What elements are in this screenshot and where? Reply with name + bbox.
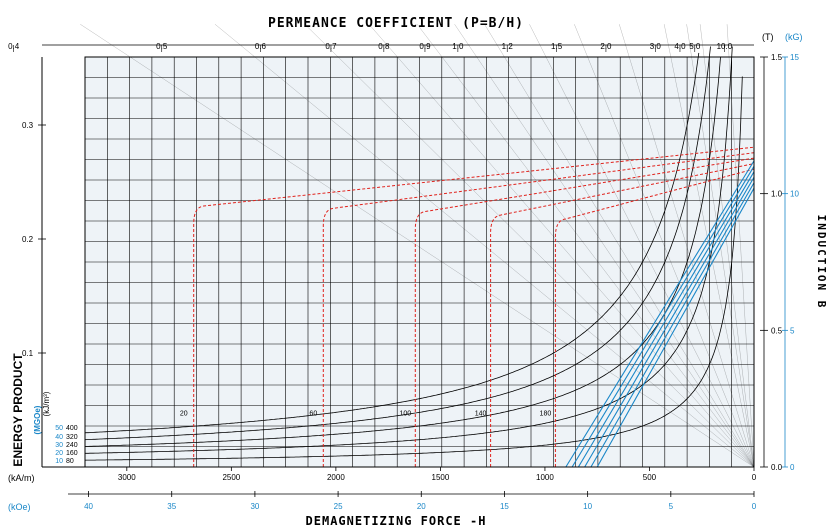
red-curve-label: 140 [475,410,487,417]
energy-tick-label: 0.2 [22,235,34,244]
energy-product-curves [84,46,743,461]
energy-legend-mgoe: 20 [55,450,63,457]
red-demag-curve [193,146,755,467]
b-tick-label-tesla: 1.0 [771,190,783,199]
energy-product-curve [84,76,743,461]
energy-tick-label: 0.3 [22,121,34,130]
energy-legend-mgoe: 50 [55,425,63,432]
b-tick-label-tesla: 0.5 [771,326,783,335]
energy-legend-kj: 80 [66,458,74,465]
permeance-line [484,24,755,468]
permeance-line [529,24,755,468]
permeance-line [368,24,755,468]
h-tick-label-kam: 2000 [327,473,345,482]
b-tick-label-kilogauss: 0 [790,463,795,472]
energy-axis-title: ENERGY PRODUCT [11,353,25,467]
h-tick-label-kam: 2500 [222,473,240,482]
energy-legend-kj: 160 [66,450,78,457]
energy-legend-kj: 320 [66,434,78,441]
tick-labels: 3000 2500 2000 1500 1000 500 040 35 30 25 20 15 10 5 0… [8,42,799,511]
y-axis-title: INDUCTION B [815,215,828,310]
red-curve-label: 60 [309,410,317,417]
blue-demag-curves [565,160,755,468]
unit-kjm3: (kJ/m³) [42,391,51,416]
energy-legend-mgoe: 10 [55,458,63,465]
energy-tick-label: 0.1 [22,349,34,358]
permeance-line [80,24,755,468]
h-tick-label-koe: 40 [84,502,93,511]
h-tick-label-koe: 25 [334,502,343,511]
energy-product-curve [84,56,721,447]
unit-kilogauss: (kG) [785,32,803,42]
red-demag-curves: 20 60 100 140 180 [180,146,755,467]
permeance-lines [80,24,755,468]
blue-demag-line [571,166,755,468]
h-tick-label-koe: 30 [250,502,259,511]
energy-product-curve [84,46,711,441]
permeance-line [304,24,755,468]
h-tick-label-koe: 5 [669,502,674,511]
chart-title: PERMEANCE COEFFICIENT (P=B/H) [268,16,524,31]
red-demag-curve [322,152,755,467]
permeance-line [416,24,755,468]
b-tick-label-kilogauss: 10 [790,190,799,199]
labels: PERMEANCE COEFFICIENT (P=B/H) DEMAGNETIZ… [8,16,828,528]
h-tick-label-kam: 1000 [536,473,554,482]
permeance-line [663,24,755,468]
energy-legend-kj: 240 [66,442,78,449]
h-tick-label-koe: 20 [417,502,426,511]
h-tick-label-kam: 0 [752,473,757,482]
h-tick-label-kam: 500 [643,473,657,482]
blue-demag-line [584,176,755,468]
red-curve-label: 180 [540,410,552,417]
energy-legend-kj: 400 [66,425,78,432]
red-curve-label: 100 [399,410,411,417]
x-axis-title: DEMAGNETIZING FORCE -H [306,514,487,528]
permeance-line [214,24,755,468]
blue-demag-line [590,182,755,468]
h-tick-label-koe: 15 [500,502,509,511]
b-tick-label-kilogauss: 5 [790,326,795,335]
permeance-line [726,24,755,468]
energy-legend-mgoe: 40 [55,434,63,441]
unit-tesla: (T) [762,32,774,42]
h-tick-label-koe: 35 [167,502,176,511]
permeance-line [686,24,755,468]
energy-product-curve [84,52,700,434]
blue-demag-line [577,171,755,468]
blue-demag-line [596,187,755,468]
b-tick-label-kilogauss: 15 [790,53,799,62]
red-demag-curve [490,163,755,467]
red-demag-curve [414,157,755,467]
permeance-line [699,24,755,468]
b-tick-label-tesla: 1.5 [771,53,783,62]
permeance-line [619,24,755,468]
red-curve-label: 20 [180,410,188,417]
permeance-line [574,24,755,468]
blue-demag-line [565,160,755,468]
grid [84,56,755,468]
energy-legend-mgoe: 30 [55,442,63,449]
red-demag-curve [554,168,755,467]
h-tick-label-kam: 3000 [118,473,136,482]
unit-mgoe: (MGOe) [33,405,42,434]
permeance-line [454,24,755,468]
plot-border [84,56,755,468]
h-tick-label-kam: 1500 [432,473,450,482]
h-tick-label-koe: 0 [752,502,757,511]
energy-product-curve [85,46,733,454]
unit-kam: (kA/m) [8,473,35,483]
b-tick-label-tesla: 0.0 [771,463,783,472]
unit-koe: (kOe) [8,502,31,512]
h-tick-label-koe: 10 [583,502,592,511]
